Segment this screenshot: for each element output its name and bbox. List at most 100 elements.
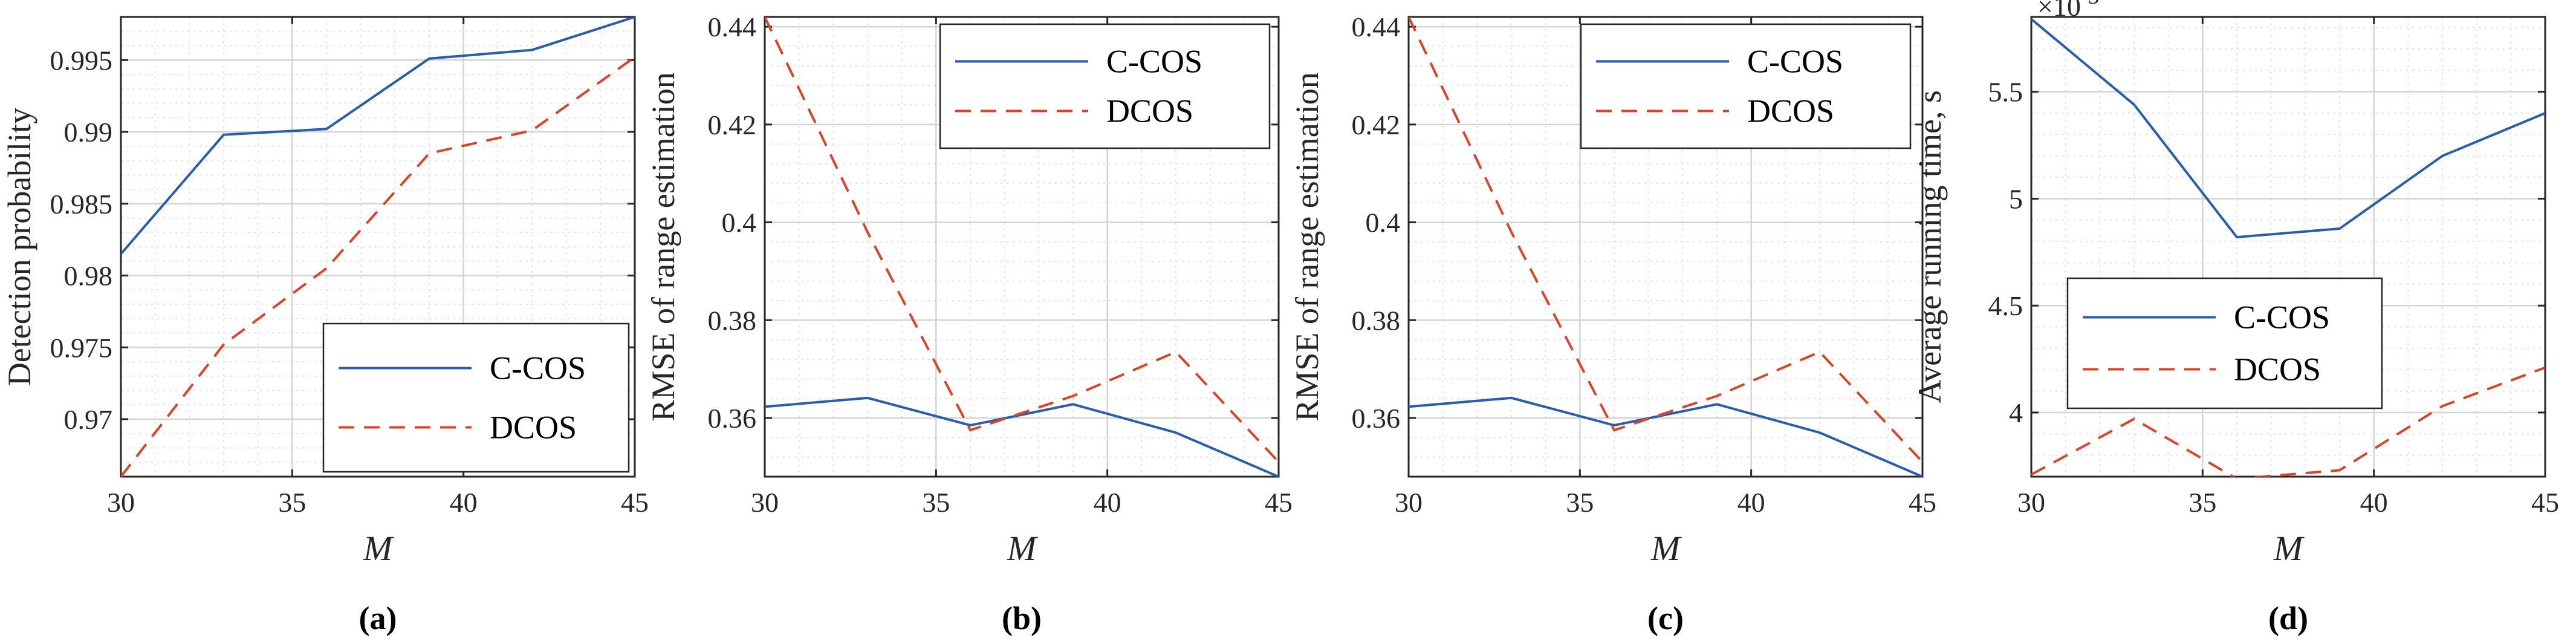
legend-box [1580, 23, 1912, 149]
data-point-c-cos [970, 425, 971, 426]
series-line-dcos [121, 56, 635, 477]
y-axis-label: Average running time, s [1912, 90, 1948, 403]
panel-caption: (b) [1002, 600, 1042, 636]
legend-box [939, 23, 1271, 149]
legend-label-dcos: DCOS [490, 410, 577, 446]
data-point-dcos [326, 268, 327, 269]
y-tick-label: 5.5 [1988, 77, 2023, 108]
data-point-c-cos [1716, 403, 1718, 405]
y-axis-label: Detection probability [1, 108, 37, 386]
data-point-dcos [970, 429, 971, 431]
y-tick-label: 4 [2009, 397, 2023, 428]
data-point-c-cos [2545, 113, 2546, 114]
y-tick-label: 0.44 [708, 11, 757, 42]
y-tick-label: 0.42 [1352, 109, 1401, 140]
legend: C-COS DCOS [1580, 23, 1912, 149]
x-axis-label: M [2273, 529, 2305, 568]
chart-panel-1: 30 35 40 45 0.97 0.975 0.98 0.985 0.99 0.995 Detec… [1, 16, 649, 636]
data-point-c-cos [1072, 403, 1074, 405]
data-point-dcos [429, 153, 430, 154]
x-tick-label: 45 [1909, 487, 1936, 518]
data-point-c-cos [429, 58, 430, 59]
x-tick-label: 45 [1265, 487, 1293, 518]
y-exponent-label: ×10-3 [2037, 0, 2099, 22]
y-tick-label: 4.5 [1988, 290, 2023, 321]
x-axis-label: M [1007, 529, 1038, 568]
data-point-dcos [1614, 429, 1615, 431]
legend: C-COS DCOS [2066, 277, 2383, 410]
series-line-c-cos [1409, 396, 1922, 477]
series-line-c-cos [2031, 18, 2545, 239]
y-tick-label: 0.98 [64, 261, 113, 292]
data-point-c-cos [1511, 397, 1512, 399]
legend-label-c-cos: C-COS [2234, 299, 2330, 336]
x-tick-label: 35 [1566, 487, 1594, 518]
x-tick-label: 45 [2531, 487, 2559, 518]
legend-label-c-cos: C-COS [1747, 44, 1843, 80]
y-axis-label: RMSE of range estimation [645, 72, 681, 421]
axes-box [2030, 16, 2546, 478]
data-point-c-cos [1614, 425, 1615, 426]
series-line-c-cos [121, 17, 635, 255]
x-tick-label: 45 [621, 487, 649, 518]
legend-label-c-cos: C-COS [490, 350, 586, 387]
data-point-c-cos [2442, 155, 2443, 157]
data-point-c-cos [120, 253, 122, 255]
legend-label-dcos: DCOS [1106, 93, 1193, 129]
y-tick-label: 0.42 [708, 109, 757, 140]
legend-box [2066, 277, 2383, 410]
y-tick-label: 0.985 [50, 189, 113, 220]
legend-label-dcos: DCOS [1747, 93, 1834, 129]
x-tick-label: 30 [751, 487, 779, 518]
x-axis-label: M [363, 529, 394, 568]
series-line-dcos [765, 17, 1279, 463]
chart-panel-2: 30 35 40 45 0.36 0.38 0.4 0.42 0.44 RMSE of range… [645, 11, 1293, 636]
y-tick-label: 0.36 [1352, 403, 1401, 434]
chart-panel-3: 30 35 40 45 0.36 0.38 0.4 0.42 0.44 RMSE of range… [1289, 11, 1936, 636]
chart-panel-4: 30 35 40 45 4 4.5 5 5.5 ×10-3 Average running tim… [1912, 0, 2559, 636]
x-tick-label: 30 [2017, 487, 2045, 518]
y-tick-label: 0.4 [1366, 207, 1401, 238]
y-tick-label: 0.975 [50, 332, 113, 363]
y-tick-label: 0.99 [64, 117, 113, 148]
legend: C-COS DCOS [939, 23, 1271, 149]
legend-label-c-cos: C-COS [1106, 44, 1202, 80]
x-tick-label: 35 [922, 487, 950, 518]
x-tick-label: 40 [1094, 487, 1121, 518]
data-point-dcos [2031, 474, 2032, 475]
legend-box [322, 322, 630, 473]
data-point-dcos [531, 130, 533, 131]
y-tick-label: 0.97 [64, 404, 113, 435]
axes-box [764, 16, 1280, 478]
x-tick-label: 40 [2360, 487, 2388, 518]
series-line-c-cos [765, 396, 1279, 477]
x-tick-label: 35 [278, 487, 306, 518]
data-point-dcos [2545, 367, 2546, 368]
y-tick-label: 0.38 [708, 305, 757, 336]
series-line-dcos [2031, 366, 2545, 477]
x-tick-label: 30 [1395, 487, 1423, 518]
y-tick-label: 0.995 [50, 45, 113, 76]
series-line-dcos [1409, 17, 1922, 463]
x-tick-label: 40 [450, 487, 478, 518]
panel-caption: (a) [359, 600, 397, 636]
y-axis-label: RMSE of range estimation [1289, 72, 1325, 421]
legend-label-dcos: DCOS [2234, 351, 2321, 388]
legend: C-COS DCOS [322, 322, 630, 473]
y-tick-label: 0.38 [1352, 305, 1401, 336]
y-exponent-power: -3 [2081, 0, 2099, 8]
axes-box [1407, 16, 1924, 478]
x-tick-label: 40 [1737, 487, 1765, 518]
x-tick-label: 35 [2188, 487, 2216, 518]
y-tick-label: 0.4 [722, 207, 757, 238]
panel-caption: (c) [1647, 600, 1684, 636]
y-tick-label: 0.36 [708, 403, 757, 434]
data-point-c-cos [2133, 104, 2135, 105]
x-axis-label: M [1650, 529, 1682, 568]
panel-caption: (d) [2268, 600, 2308, 636]
y-tick-label: 5 [2009, 183, 2023, 214]
x-tick-label: 30 [107, 487, 135, 518]
y-tick-label: 0.44 [1352, 11, 1401, 42]
axes-box [120, 16, 636, 478]
